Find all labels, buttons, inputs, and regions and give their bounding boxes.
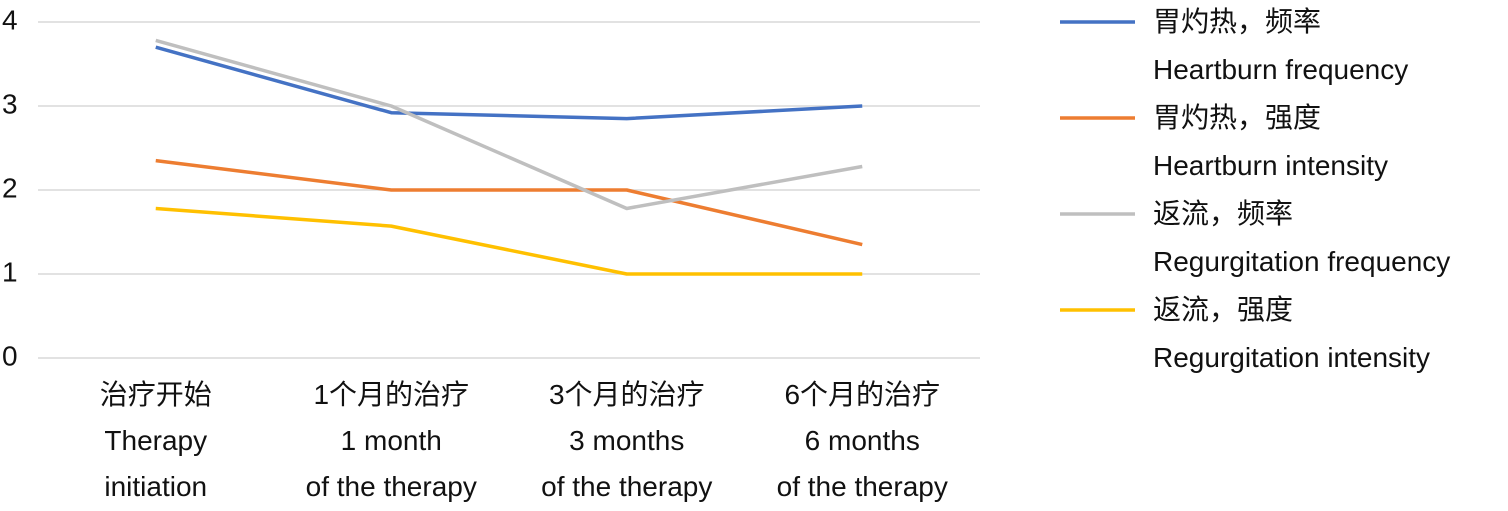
y-tick-label: 4 <box>2 4 18 35</box>
legend-label: 返流，频率 Regurgitation frequency <box>1153 198 1451 277</box>
series-line <box>155 206 863 276</box>
x-tick-label: 6个月的治疗 6 months of the therapy <box>776 379 948 502</box>
x-tick-label: 3个月的治疗 3 months of the therapy <box>541 379 713 502</box>
series-line <box>155 158 863 247</box>
legend-label: 返流，强度 Regurgitation intensity <box>1153 294 1431 373</box>
y-tick-label: 3 <box>2 88 18 119</box>
series-line <box>155 45 863 121</box>
x-tick-label: 治疗开始 Therapy initiation <box>99 379 212 502</box>
y-tick-label: 1 <box>2 256 18 287</box>
legend-label: 胃灼热，频率 Heartburn frequency <box>1153 6 1409 85</box>
y-tick-label: 2 <box>2 172 18 203</box>
legend-label: 胃灼热，强度 Heartburn intensity <box>1153 102 1389 181</box>
x-tick-label: 1个月的治疗 1 month of the therapy <box>305 379 477 502</box>
series-line <box>155 38 863 211</box>
y-tick-label: 0 <box>2 340 18 371</box>
